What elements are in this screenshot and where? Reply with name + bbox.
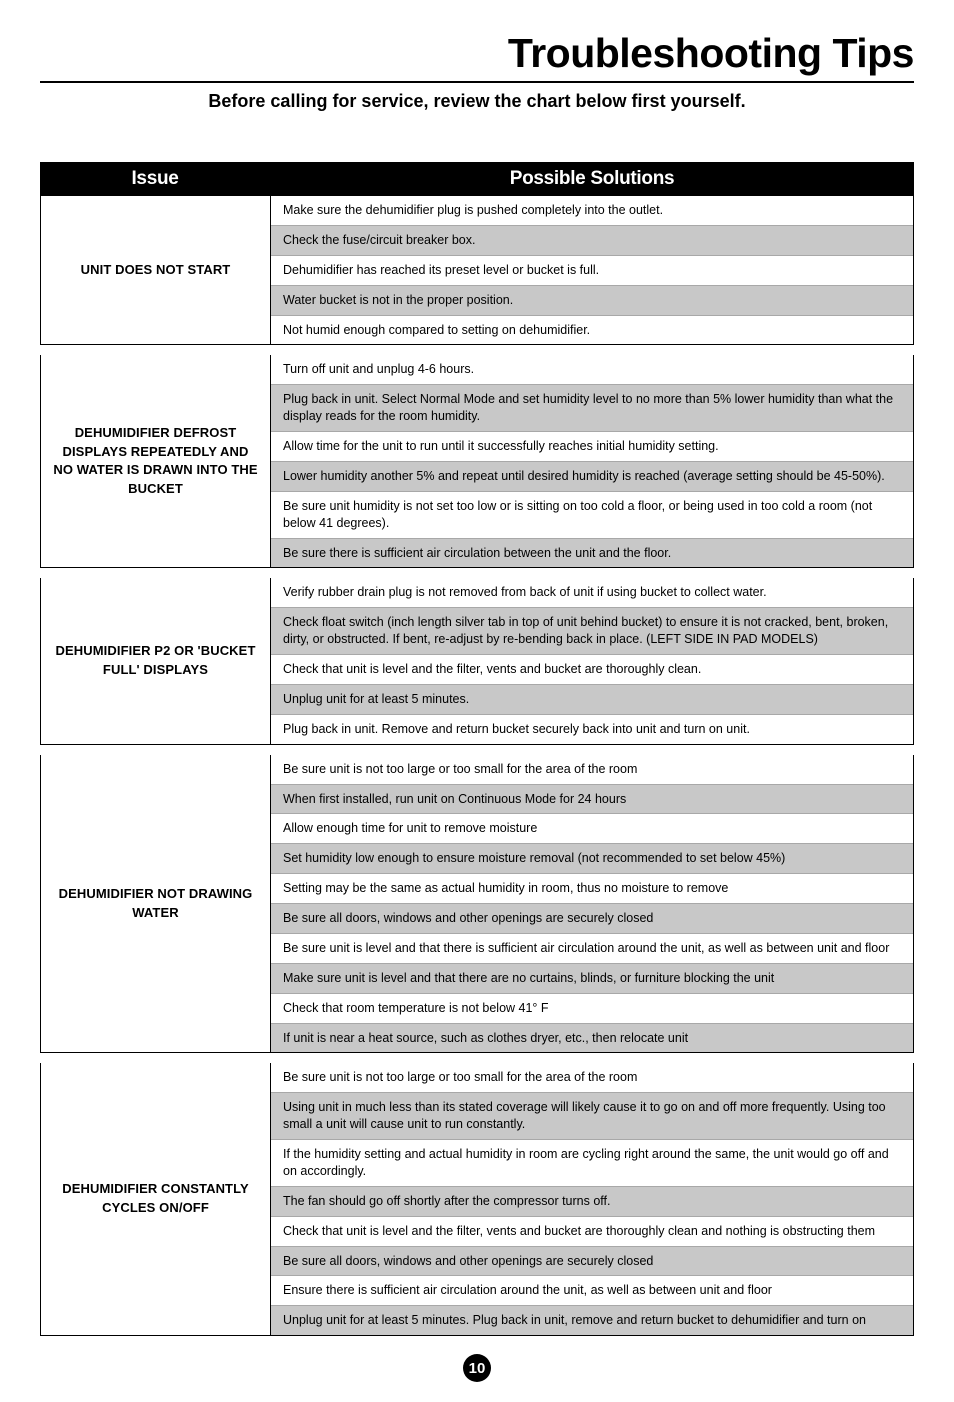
header-solutions: Possible Solutions	[270, 168, 914, 190]
solution-row: Be sure there is sufficient air circulat…	[271, 539, 913, 568]
troubleshoot-section: UNIT DOES NOT STARTMake sure the dehumid…	[40, 196, 914, 345]
solution-row: Be sure unit is level and that there is …	[271, 934, 913, 964]
issue-cell: UNIT DOES NOT START	[41, 196, 271, 344]
solution-row: The fan should go off shortly after the …	[271, 1187, 913, 1217]
solution-row: Be sure unit is not too large or too sma…	[271, 1063, 913, 1093]
issue-cell: DEHUMIDIFIER DEFROST DISPLAYS REPEATEDLY…	[41, 355, 271, 567]
solution-row: When first installed, run unit on Contin…	[271, 785, 913, 815]
troubleshoot-section: DEHUMIDIFIER CONSTANTLY CYCLES ON/OFFBe …	[40, 1063, 914, 1336]
solution-row: Lower humidity another 5% and repeat unt…	[271, 462, 913, 492]
table-header-row: Issue Possible Solutions	[40, 162, 914, 196]
solution-row: Setting may be the same as actual humidi…	[271, 874, 913, 904]
issue-cell: DEHUMIDIFIER NOT DRAWING WATER	[41, 755, 271, 1053]
header-issue: Issue	[40, 168, 270, 190]
solution-row: Unplug unit for at least 5 minutes.	[271, 685, 913, 715]
solution-row: Not humid enough compared to setting on …	[271, 316, 913, 345]
solution-row: Ensure there is sufficient air circulati…	[271, 1276, 913, 1306]
solution-row: Check that unit is level and the filter,…	[271, 1217, 913, 1247]
solution-row: Check that room temperature is not below…	[271, 994, 913, 1024]
solution-row: Be sure unit is not too large or too sma…	[271, 755, 913, 785]
solutions-cell: Be sure unit is not too large or too sma…	[271, 1063, 913, 1335]
solution-row: Make sure unit is level and that there a…	[271, 964, 913, 994]
title-rule	[40, 81, 914, 83]
solutions-cell: Be sure unit is not too large or too sma…	[271, 755, 913, 1053]
troubleshoot-section: DEHUMIDIFIER NOT DRAWING WATERBe sure un…	[40, 755, 914, 1054]
solution-row: Using unit in much less than its stated …	[271, 1093, 913, 1140]
solution-row: Be sure all doors, windows and other ope…	[271, 1247, 913, 1277]
issue-cell: DEHUMIDIFIER P2 OR 'BUCKET FULL' DISPLAY…	[41, 578, 271, 743]
solution-row: Set humidity low enough to ensure moistu…	[271, 844, 913, 874]
subtitle: Before calling for service, review the c…	[40, 91, 914, 112]
solution-row: Allow enough time for unit to remove moi…	[271, 814, 913, 844]
solution-row: Plug back in unit. Select Normal Mode an…	[271, 385, 913, 432]
troubleshoot-section: DEHUMIDIFIER DEFROST DISPLAYS REPEATEDLY…	[40, 355, 914, 568]
troubleshoot-section: DEHUMIDIFIER P2 OR 'BUCKET FULL' DISPLAY…	[40, 578, 914, 744]
solution-row: Unplug unit for at least 5 minutes. Plug…	[271, 1306, 913, 1335]
solution-row: Dehumidifier has reached its preset leve…	[271, 256, 913, 286]
solution-row: Allow time for the unit to run until it …	[271, 432, 913, 462]
solutions-cell: Turn off unit and unplug 4-6 hours.Plug …	[271, 355, 913, 567]
solutions-cell: Verify rubber drain plug is not removed …	[271, 578, 913, 743]
page-title: Troubleshooting Tips	[40, 30, 914, 77]
solution-row: Plug back in unit. Remove and return buc…	[271, 715, 913, 744]
solutions-cell: Make sure the dehumidifier plug is pushe…	[271, 196, 913, 344]
solution-row: Be sure unit humidity is not set too low…	[271, 492, 913, 539]
page-number-badge: 10	[463, 1354, 491, 1382]
solution-row: If the humidity setting and actual humid…	[271, 1140, 913, 1187]
solution-row: Verify rubber drain plug is not removed …	[271, 578, 913, 608]
solution-row: Make sure the dehumidifier plug is pushe…	[271, 196, 913, 226]
solution-row: Check the fuse/circuit breaker box.	[271, 226, 913, 256]
solution-row: Turn off unit and unplug 4-6 hours.	[271, 355, 913, 385]
issue-cell: DEHUMIDIFIER CONSTANTLY CYCLES ON/OFF	[41, 1063, 271, 1335]
solution-row: Be sure all doors, windows and other ope…	[271, 904, 913, 934]
solution-row: If unit is near a heat source, such as c…	[271, 1024, 913, 1053]
page-number-wrap: 10	[40, 1354, 914, 1382]
solution-row: Check float switch (inch length silver t…	[271, 608, 913, 655]
solution-row: Check that unit is level and the filter,…	[271, 655, 913, 685]
sections-container: UNIT DOES NOT STARTMake sure the dehumid…	[40, 196, 914, 1336]
solution-row: Water bucket is not in the proper positi…	[271, 286, 913, 316]
